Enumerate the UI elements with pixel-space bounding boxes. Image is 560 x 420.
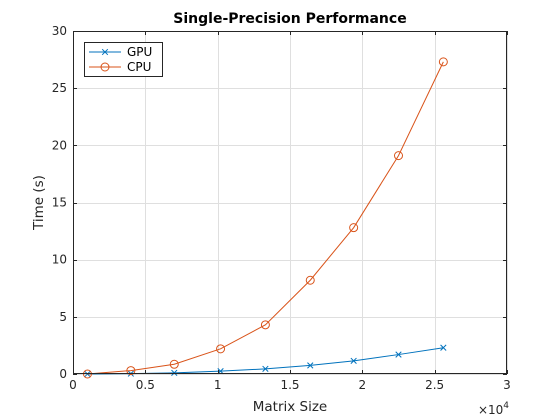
x-tick-label: 3 [503,378,511,392]
y-axis-label: Time (s) [31,175,47,231]
data-point-gpu [307,362,314,369]
data-point-cpu [349,223,359,233]
x-tick-label: 0.5 [136,378,155,392]
data-point-gpu [395,351,402,358]
legend-label-cpu: CPU [127,60,151,74]
data-point-cpu [305,275,315,285]
legend-entry-cpu: CPU [89,60,151,74]
y-tick-label: 0 [59,367,67,381]
y-tick-label: 5 [59,310,67,324]
data-point-cpu [394,151,403,161]
x-axis-exponent-power: 4 [503,401,509,411]
data-point-cpu [169,359,179,369]
series-cpu [82,57,448,379]
grid-lines [73,31,508,375]
x-axis-exponent-base: ×10 [478,403,503,417]
data-point-cpu [216,344,226,354]
x-tick-label: 2 [359,378,367,392]
data-point-gpu-stroke-b [262,365,269,373]
y-tick-label: 10 [52,253,67,267]
y-tick-label: 20 [52,138,67,152]
x-tick-label: 1.5 [280,378,299,392]
data-point-gpu [262,365,269,373]
data-point-gpu [171,369,178,377]
legend-marker-cpu [100,62,110,72]
y-tick-label: 30 [52,24,67,38]
y-tick-label: 15 [52,196,67,210]
data-point-gpu-stroke-b [350,357,357,365]
x-axis-exponent: ×104 [478,401,509,417]
legend-marker-gpu [101,48,109,56]
y-tick-label: 25 [52,81,67,95]
x-tick-label: 2.5 [425,378,444,392]
series-line-cpu [87,61,444,375]
legend-label-gpu: GPU [127,45,152,59]
x-axis-label: Matrix Size [253,399,328,415]
chart-title: Single-Precision Performance [173,11,406,27]
x-tick-label: 1 [214,378,222,392]
data-point-gpu [350,357,357,365]
legend-entry-gpu: GPU [89,45,152,59]
x-tick-label: 0 [69,378,77,392]
data-point-gpu-stroke-b [307,362,314,369]
legend-marker-gpu-stroke-b [101,48,109,56]
data-point-gpu [440,344,447,351]
data-point-gpu-stroke-b [395,351,402,358]
data-point-cpu [260,320,270,330]
data-point-cpu [126,366,136,376]
data-point-cpu [438,57,448,67]
data-point-gpu-stroke-b [440,344,447,351]
legend-box [84,42,163,77]
data-point-gpu-stroke-b [171,369,178,377]
